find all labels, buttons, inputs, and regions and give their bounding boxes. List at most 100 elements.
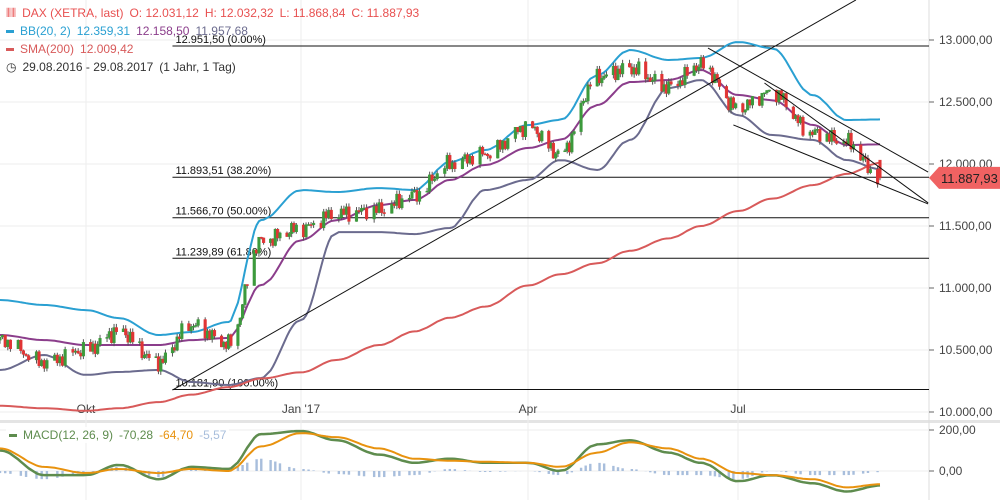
macd-histogram-bar bbox=[327, 471, 330, 474]
candle bbox=[535, 126, 539, 134]
candle bbox=[312, 222, 316, 226]
candle bbox=[501, 140, 505, 150]
candle bbox=[362, 207, 366, 210]
macd-label[interactable]: MACD(12, 26, 9) bbox=[23, 428, 114, 442]
candle bbox=[428, 174, 432, 192]
macd-histogram-bar bbox=[278, 463, 282, 471]
candle bbox=[660, 73, 664, 92]
y-tick-label: 11.500,00 bbox=[939, 219, 992, 233]
candle bbox=[229, 334, 233, 346]
hist-value: -5,57 bbox=[199, 428, 227, 442]
macd-histogram-bar bbox=[852, 471, 855, 475]
macd-histogram-bar bbox=[784, 471, 788, 473]
macd-histogram-bar bbox=[667, 471, 670, 476]
macd-histogram-bar bbox=[443, 469, 446, 471]
candle bbox=[175, 336, 179, 351]
candle bbox=[496, 140, 500, 159]
instrument-label: DAX (XETRA, last) bbox=[22, 6, 124, 20]
candle bbox=[563, 150, 567, 153]
candle bbox=[382, 212, 386, 214]
macd-histogram-bar bbox=[35, 471, 38, 479]
candle bbox=[554, 153, 558, 159]
candle bbox=[597, 68, 602, 84]
x-tick-label: Jan '17 bbox=[282, 402, 321, 416]
macd-histogram-bar bbox=[453, 469, 457, 471]
macd-histogram-bar bbox=[556, 471, 560, 476]
x-tick-label: Jul bbox=[730, 402, 745, 416]
macd-swatch bbox=[9, 433, 17, 437]
candle bbox=[319, 222, 323, 229]
macd-histogram-bar bbox=[552, 471, 555, 475]
candle bbox=[460, 158, 464, 169]
macd-y-tick-label: 200,00 bbox=[939, 423, 976, 437]
candle bbox=[701, 57, 705, 69]
trend-line bbox=[707, 47, 929, 173]
macd-histogram-bar bbox=[4, 471, 7, 474]
macd-histogram-bar bbox=[602, 463, 606, 471]
trend-line bbox=[733, 124, 929, 205]
candle bbox=[142, 354, 146, 359]
sma-line bbox=[0, 161, 881, 412]
candle bbox=[579, 102, 583, 132]
candle bbox=[243, 284, 247, 305]
candle bbox=[450, 162, 454, 170]
macd-histogram-bar bbox=[337, 471, 341, 475]
candle bbox=[337, 217, 341, 219]
macd-histogram-bar bbox=[322, 471, 325, 473]
macd-histogram-bar bbox=[818, 471, 822, 476]
candle bbox=[488, 155, 492, 159]
candle bbox=[124, 328, 128, 336]
last-price-value: 11.887,93 bbox=[941, 171, 998, 186]
candle bbox=[570, 133, 574, 153]
candle bbox=[191, 326, 196, 328]
candle bbox=[435, 173, 439, 180]
candle bbox=[743, 109, 747, 113]
candle bbox=[481, 146, 485, 155]
candle bbox=[1, 334, 5, 338]
candle bbox=[287, 233, 291, 237]
macd-histogram-bar bbox=[727, 471, 730, 479]
open-value: O: 12.031,12 bbox=[129, 6, 199, 20]
candle bbox=[741, 103, 745, 113]
sma-label[interactable]: SMA(200) bbox=[20, 42, 75, 56]
macd-histogram-bar bbox=[362, 471, 366, 477]
macd-histogram-bar bbox=[260, 458, 263, 471]
macd-histogram-bar bbox=[302, 469, 305, 471]
macd-histogram-bar bbox=[478, 471, 482, 472]
candle bbox=[627, 63, 632, 68]
candlestick-icon[interactable]: ⫴⫴ bbox=[6, 6, 17, 20]
candle bbox=[521, 125, 525, 137]
date-range[interactable]: 29.08.2016 - 29.08.2017 bbox=[22, 60, 154, 74]
macd-histogram-bar bbox=[428, 471, 431, 473]
candle bbox=[551, 142, 555, 159]
macd-histogram-bar bbox=[799, 471, 802, 475]
candle bbox=[425, 190, 429, 193]
macd-histogram-bar bbox=[635, 469, 638, 471]
sma-swatch bbox=[6, 47, 14, 51]
candle bbox=[324, 211, 328, 219]
macd-histogram-bar bbox=[653, 471, 657, 474]
candle bbox=[430, 174, 434, 181]
candle bbox=[147, 353, 151, 358]
macd-legend: MACD(12, 26, 9) -70,28 -64,70 -5,57 bbox=[6, 427, 230, 443]
bb-label[interactable]: BB(20, 2) bbox=[20, 24, 71, 38]
macd-histogram-bar bbox=[828, 471, 831, 476]
macd-histogram-bar bbox=[847, 471, 850, 476]
macd-histogram-bar bbox=[598, 462, 601, 471]
macd-histogram-bar bbox=[255, 459, 258, 471]
macd-histogram-bar bbox=[794, 471, 797, 474]
candle bbox=[105, 337, 109, 339]
macd-histogram-bar bbox=[483, 471, 487, 473]
candle bbox=[506, 138, 510, 149]
candle bbox=[653, 73, 657, 81]
candle bbox=[16, 339, 20, 350]
candle bbox=[584, 100, 588, 103]
fib-level-label: 11.566,70 (50.00%) bbox=[175, 206, 271, 218]
candle bbox=[669, 81, 673, 85]
candle bbox=[189, 326, 193, 331]
candle bbox=[556, 150, 560, 154]
candle bbox=[159, 358, 163, 372]
macd-histogram-bar bbox=[713, 471, 717, 477]
macd-histogram-bar bbox=[630, 469, 634, 471]
candle bbox=[498, 140, 502, 150]
